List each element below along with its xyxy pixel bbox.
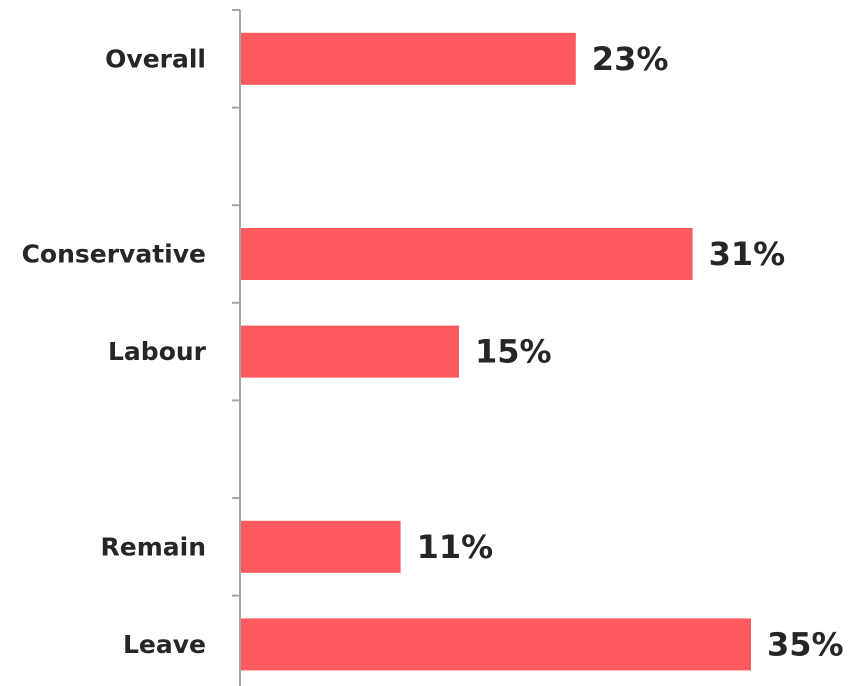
category-label-labour: Labour bbox=[108, 337, 207, 366]
value-label-leave: 35% bbox=[767, 625, 844, 663]
category-label-remain: Remain bbox=[101, 532, 207, 561]
value-label-remain: 11% bbox=[417, 528, 494, 566]
category-label-leave: Leave bbox=[123, 630, 206, 659]
bar-conservative bbox=[240, 228, 693, 280]
category-axis bbox=[232, 9, 241, 686]
bar-leave bbox=[240, 618, 751, 671]
category-label-overall: Overall bbox=[105, 44, 206, 73]
bar-overall bbox=[240, 32, 576, 85]
bar-remain bbox=[240, 520, 401, 573]
bar-labour bbox=[240, 325, 459, 378]
category-label-conservative: Conservative bbox=[22, 240, 206, 269]
labels-layer: Overall 23% Conservative 31% Labour 15% Remain… bbox=[22, 40, 844, 664]
value-label-overall: 23% bbox=[592, 40, 669, 78]
value-label-labour: 15% bbox=[475, 333, 552, 371]
bars-layer bbox=[240, 32, 751, 671]
value-label-conservative: 31% bbox=[709, 235, 786, 273]
